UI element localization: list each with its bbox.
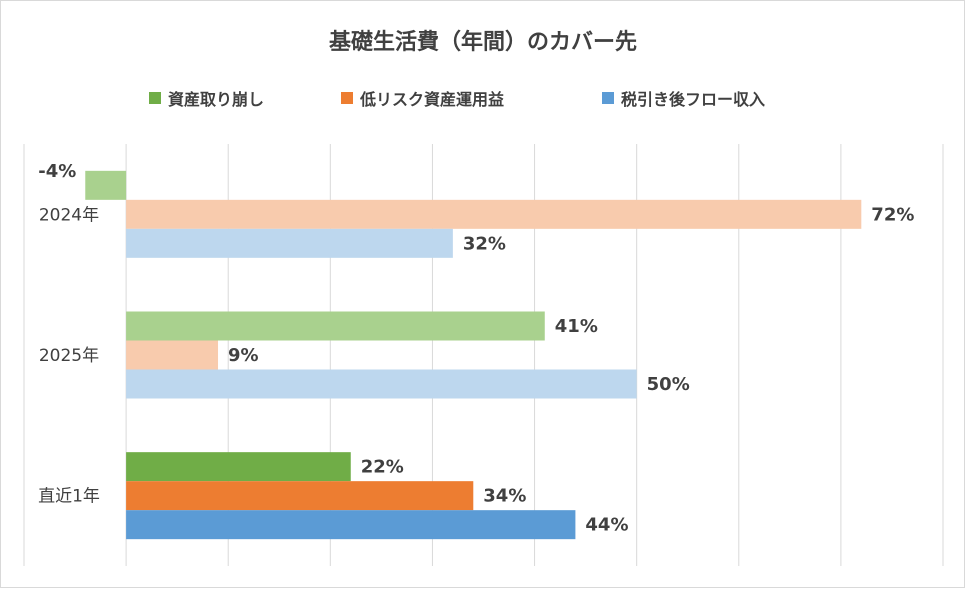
category-label: 2025年 bbox=[39, 346, 99, 366]
legend-swatch-drawdown bbox=[149, 92, 161, 104]
chart-title: 基礎生活費（年間）のカバー先 bbox=[329, 29, 637, 55]
data-labels: -4% 72% 32% 41% 9% 50% 22% 34% 44% bbox=[38, 161, 914, 536]
bar-flow bbox=[126, 369, 637, 399]
legend-swatch-lowrisk bbox=[341, 92, 353, 104]
bar-lowrisk bbox=[126, 340, 219, 370]
bar-drawdown bbox=[126, 452, 351, 482]
bar-lowrisk bbox=[126, 481, 474, 511]
bar-lowrisk bbox=[126, 199, 862, 229]
bar-drawdown bbox=[85, 170, 127, 200]
bar-flow bbox=[126, 510, 576, 540]
data-label: 9% bbox=[228, 345, 259, 366]
legend-label-flow: 税引き後フロー収入 bbox=[621, 90, 765, 109]
legend-label-drawdown: 資産取り崩し bbox=[168, 90, 264, 109]
data-label: 50% bbox=[647, 374, 690, 395]
bar-drawdown bbox=[126, 311, 545, 341]
data-label: 22% bbox=[361, 457, 404, 478]
legend-label-lowrisk: 低リスク資産運用益 bbox=[359, 90, 504, 109]
legend: 資産取り崩し 低リスク資産運用益 税引き後フロー収入 bbox=[149, 90, 765, 109]
data-label: 32% bbox=[463, 233, 506, 254]
data-label: -4% bbox=[38, 161, 76, 182]
bars bbox=[85, 170, 862, 540]
bar-flow bbox=[126, 228, 453, 258]
data-label: 72% bbox=[871, 204, 914, 225]
category-label: 直近1年 bbox=[38, 487, 100, 507]
data-label: 41% bbox=[555, 316, 598, 337]
data-label: 34% bbox=[483, 486, 526, 507]
legend-swatch-flow bbox=[602, 92, 614, 104]
data-label: 44% bbox=[585, 515, 628, 536]
category-label: 2024年 bbox=[39, 205, 99, 225]
